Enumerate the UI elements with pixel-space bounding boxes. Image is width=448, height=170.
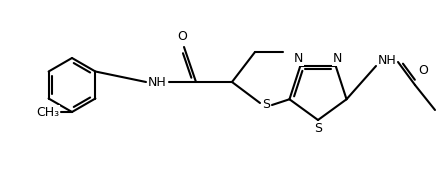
Text: O: O (177, 30, 187, 44)
Text: CH₃: CH₃ (36, 106, 59, 118)
Text: NH: NH (378, 54, 396, 66)
Text: S: S (314, 122, 322, 134)
Text: N: N (294, 52, 303, 65)
Text: O: O (418, 64, 428, 78)
Text: S: S (262, 98, 270, 112)
Text: N: N (333, 52, 342, 65)
Text: NH: NH (148, 75, 166, 89)
